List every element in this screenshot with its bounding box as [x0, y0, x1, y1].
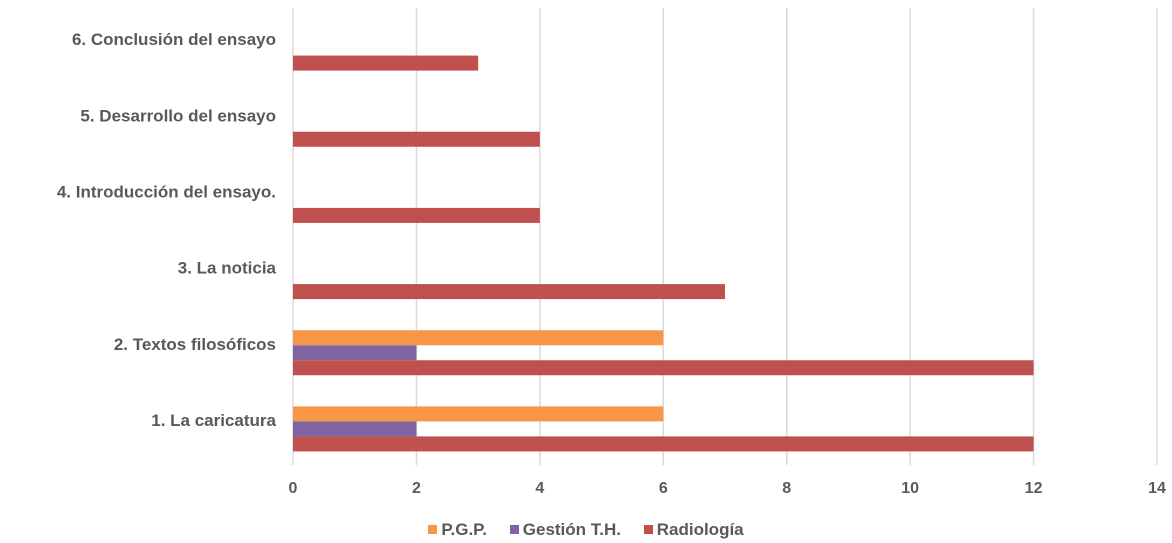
- bar: [293, 55, 479, 71]
- x-tick-label: 8: [782, 480, 791, 497]
- gridlines: [292, 8, 1158, 465]
- legend-swatch-radiologia: [643, 525, 653, 534]
- x-tick-label: 4: [535, 480, 544, 497]
- category-label: 5. Desarrollo del ensayo: [80, 106, 276, 125]
- x-tick-label: 12: [1025, 480, 1043, 497]
- category-label: 6. Conclusión del ensayo: [72, 30, 276, 49]
- x-tick-label: 14: [1148, 480, 1166, 497]
- legend-swatch-gestion-th: [509, 525, 519, 534]
- bar: [293, 345, 417, 361]
- legend-swatch-pgp: [428, 525, 438, 534]
- bars: [293, 55, 1034, 452]
- bar: [293, 421, 417, 437]
- legend-label-gestion-th: Gestión T.H.: [522, 520, 621, 539]
- x-tick-label: 6: [659, 480, 668, 497]
- bar: [293, 284, 725, 300]
- category-label: 3. La noticia: [178, 259, 277, 278]
- legend-label-pgp: P.G.P.: [441, 520, 488, 539]
- bar: [293, 406, 664, 422]
- category-label: 4. Introducción del ensayo.: [57, 182, 276, 201]
- legend-item-gestion-th: Gestión T.H.: [509, 520, 621, 540]
- bar: [293, 131, 540, 147]
- bar: [293, 330, 664, 346]
- x-tick-label: 0: [289, 480, 298, 497]
- category-label: 2. Textos filosóficos: [114, 335, 276, 354]
- category-labels: 1. La caricatura 2. Textos filosóficos 3. …: [57, 30, 277, 430]
- category-label: 1. La caricatura: [151, 411, 276, 430]
- legend-label-radiologia: Radiología: [656, 520, 744, 539]
- legend-item-pgp: P.G.P.: [428, 520, 487, 540]
- legend: P.G.P. Gestión T.H. Radiología: [0, 520, 1172, 540]
- bar: [293, 207, 540, 223]
- legend-item-radiologia: Radiología: [643, 520, 744, 540]
- x-axis-ticks: 0 2 4 6 8 10 12 14: [289, 480, 1166, 497]
- x-tick-label: 2: [412, 480, 421, 497]
- bar: [293, 360, 1034, 376]
- x-tick-label: 10: [901, 480, 919, 497]
- bar: [293, 436, 1034, 452]
